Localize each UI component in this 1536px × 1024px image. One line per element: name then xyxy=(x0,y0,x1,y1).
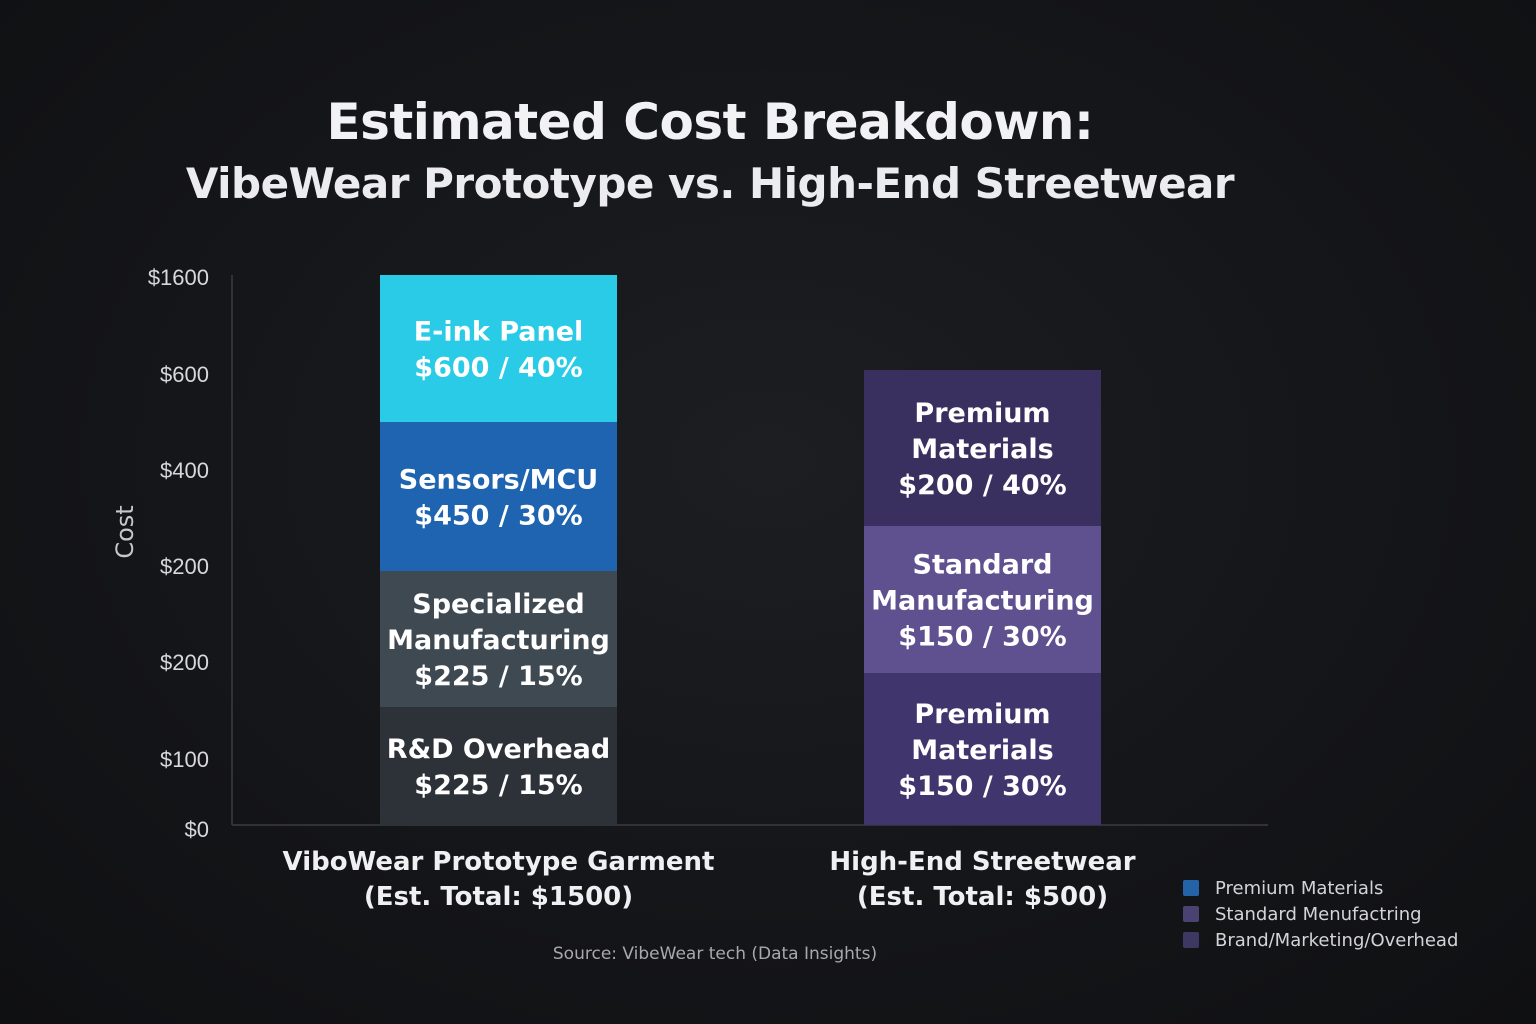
category-label: ViboWear Prototype Garment xyxy=(283,847,715,877)
segment-value-label: $225 / 15% xyxy=(414,770,582,801)
bar-segment xyxy=(380,275,617,422)
segment-value-label: $200 / 40% xyxy=(898,470,1066,501)
segment-name-label: Premium xyxy=(914,398,1050,429)
legend-swatch xyxy=(1183,906,1199,922)
chart-subtitle: VibeWear Prototype vs. High-End Streetwe… xyxy=(185,159,1235,208)
segment-name-label: Premium xyxy=(914,699,1050,730)
bar-segment xyxy=(864,673,1101,825)
segment-value-label: $150 / 30% xyxy=(898,622,1066,653)
y-tick-label: $1600 xyxy=(148,265,209,290)
source-note: Source: VibeWear tech (Data Insights) xyxy=(552,944,878,964)
y-tick-label: $200 xyxy=(160,554,209,579)
bar-segment xyxy=(864,526,1101,673)
segment-value-label: $150 / 30% xyxy=(898,771,1066,802)
legend-swatch xyxy=(1183,932,1199,948)
segment-name-label: Sensors/MCU xyxy=(399,465,598,496)
legend: Premium Materials Standard Menufactring Br… xyxy=(1183,875,1458,953)
y-tick-labels: $1600 $600 $400 $200 $200 $100 $0 xyxy=(148,265,209,842)
y-tick-label: $400 xyxy=(160,458,209,483)
segment-name-label: Manufacturing xyxy=(871,586,1094,617)
category-total-label: (Est. Total: $500) xyxy=(857,882,1108,912)
bars: R&D Overhead $225 / 15% Specialized Manufac… xyxy=(283,275,1136,912)
category-total-label: (Est. Total: $1500) xyxy=(364,882,633,912)
bar-segment xyxy=(380,422,617,571)
segment-name-label: Standard xyxy=(913,550,1053,581)
segment-name-label: R&D Overhead xyxy=(387,734,610,765)
legend-swatch xyxy=(1183,880,1199,896)
legend-label: Standard Menufactring xyxy=(1215,903,1422,925)
y-tick-label: $100 xyxy=(160,747,209,772)
bar-2: Premium Materials $150 / 30% Standard Manufa… xyxy=(829,370,1136,912)
y-tick-label: $0 xyxy=(185,817,209,842)
segment-name-label: Manufacturing xyxy=(387,625,610,656)
y-tick-label: $200 xyxy=(160,650,209,675)
segment-name-label: Materials xyxy=(911,735,1053,766)
title-block: Estimated Cost Breakdown: VibeWear Proto… xyxy=(0,90,1420,214)
y-axis-label: Cost xyxy=(111,505,139,558)
segment-name-label: E-ink Panel xyxy=(414,317,584,348)
bar-segment xyxy=(864,370,1101,526)
segment-value-label: $225 / 15% xyxy=(414,661,582,692)
segment-value-label: $450 / 30% xyxy=(414,501,582,532)
category-label: High-End Streetwear xyxy=(829,847,1135,877)
legend-label: Premium Materials xyxy=(1215,877,1384,899)
bar-1: R&D Overhead $225 / 15% Specialized Manufac… xyxy=(283,275,715,912)
chart-title: Estimated Cost Breakdown: xyxy=(326,93,1094,151)
legend-item: Standard Menufactring xyxy=(1183,901,1458,927)
y-tick-label: $600 xyxy=(160,362,209,387)
legend-item: Premium Materials xyxy=(1183,875,1458,901)
segment-value-label: $600 / 40% xyxy=(414,353,582,384)
legend-item: Brand/Marketing/Overhead xyxy=(1183,927,1458,953)
segment-name-label: Specialized xyxy=(412,589,584,620)
legend-label: Brand/Marketing/Overhead xyxy=(1215,929,1459,951)
segment-name-label: Materials xyxy=(911,434,1053,465)
bar-segment xyxy=(380,571,617,707)
bar-segment xyxy=(380,707,617,825)
